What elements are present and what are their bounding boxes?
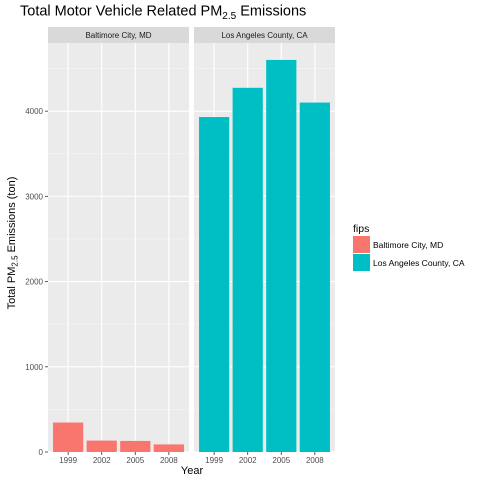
facet-panel: Baltimore City, MD 1999 2002 2005 2008 bbox=[48, 27, 189, 465]
bar bbox=[53, 422, 84, 452]
bar bbox=[86, 440, 117, 452]
x-tick-label: 2002 bbox=[93, 456, 111, 465]
y-tick-label: 2000 bbox=[25, 278, 43, 287]
bar bbox=[120, 440, 151, 452]
chart-title-subscript: 2.5 bbox=[222, 11, 236, 22]
bar bbox=[153, 444, 184, 452]
y-tick-label: 0 bbox=[39, 448, 44, 457]
bar bbox=[299, 102, 330, 453]
y-tick-label: 3000 bbox=[25, 192, 43, 201]
x-tick-label: 2005 bbox=[126, 456, 144, 465]
x-tick-label: 2008 bbox=[160, 456, 178, 465]
x-tick-label: 2002 bbox=[239, 456, 257, 465]
chart-title: Total Motor Vehicle Related PM2.5 Emissi… bbox=[20, 4, 306, 23]
legend-label: Los Angeles County, CA bbox=[373, 258, 465, 268]
y-axis-title-subscript: 2.5 bbox=[11, 255, 20, 267]
chart-title-suffix: Emissions bbox=[236, 4, 306, 20]
legend-label: Baltimore City, MD bbox=[373, 240, 443, 250]
x-tick-label: 1999 bbox=[205, 456, 223, 465]
y-tick-label: 4000 bbox=[25, 107, 43, 116]
facet-strip-label: Los Angeles County, CA bbox=[221, 31, 308, 40]
x-tick-label: 2005 bbox=[272, 456, 290, 465]
facet-strip-label: Baltimore City, MD bbox=[85, 31, 151, 40]
y-axis-title-main: Total PM bbox=[6, 267, 18, 310]
bar bbox=[266, 59, 297, 453]
chart-title-main: Total Motor Vehicle Related PM bbox=[20, 4, 222, 20]
x-axis-title: Year bbox=[181, 465, 204, 477]
bar bbox=[199, 117, 230, 452]
y-tick-label: 1000 bbox=[25, 363, 43, 372]
facet-panel: Los Angeles County, CA 1999 2002 2005 2008 bbox=[194, 27, 335, 465]
facet-strip bbox=[194, 27, 335, 43]
legend-swatch bbox=[353, 254, 370, 271]
panel-background bbox=[48, 43, 189, 452]
x-tick-label: 2008 bbox=[306, 456, 324, 465]
facet-strip bbox=[48, 27, 189, 43]
legend: fips Baltimore City, MD Los Angeles County… bbox=[353, 223, 465, 271]
legend-item: Baltimore City, MD bbox=[353, 236, 443, 253]
y-axis: 0 1000 2000 3000 4000 bbox=[25, 107, 48, 457]
x-tick-label: 1999 bbox=[59, 456, 77, 465]
legend-swatch bbox=[353, 236, 370, 253]
y-axis-title-suffix: Emissions (ton) bbox=[6, 177, 18, 256]
legend-item: Los Angeles County, CA bbox=[353, 254, 465, 271]
bar bbox=[232, 87, 263, 452]
y-axis-title: Total PM2.5 Emissions (ton) bbox=[6, 177, 20, 310]
legend-title: fips bbox=[353, 223, 369, 235]
